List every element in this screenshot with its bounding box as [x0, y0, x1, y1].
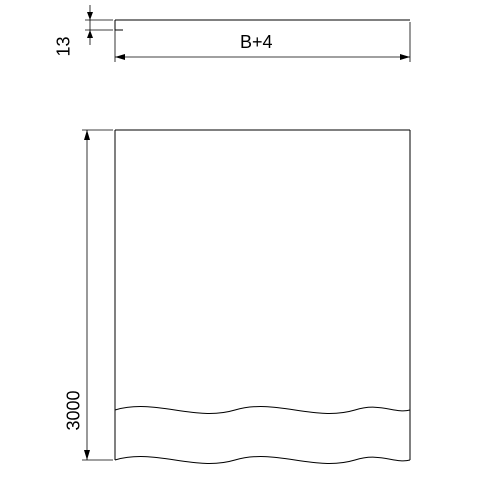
dimension-length	[82, 130, 113, 460]
top-profile	[115, 20, 410, 30]
width-label: B+4	[240, 32, 273, 53]
front-view	[115, 130, 410, 463]
dimension-thickness	[85, 5, 113, 45]
thickness-label: 13	[54, 36, 75, 56]
length-label: 3000	[64, 390, 85, 430]
